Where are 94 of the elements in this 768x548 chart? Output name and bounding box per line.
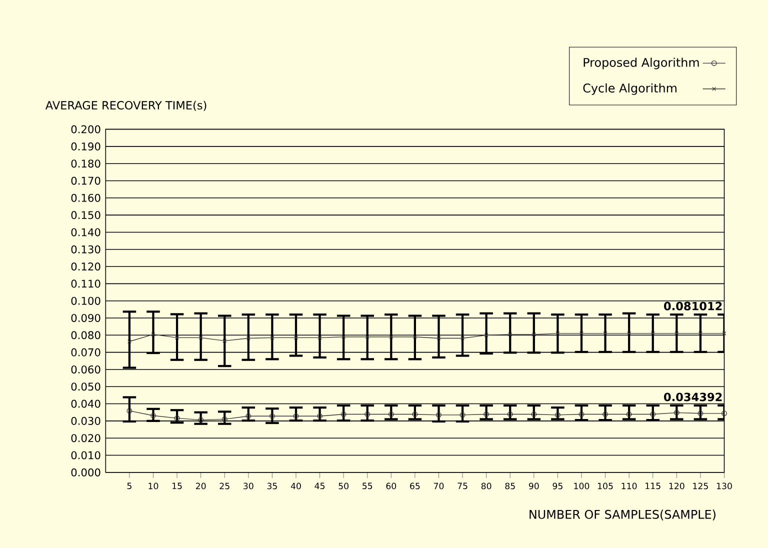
y-axis-title: AVERAGE RECOVERY TIME(s) bbox=[45, 100, 206, 111]
x-tick-label: 95 bbox=[552, 482, 562, 490]
point bbox=[578, 412, 584, 417]
y-tick-label: 0.120 bbox=[71, 262, 100, 271]
legend-label: Proposed Algorithm bbox=[584, 58, 699, 70]
point bbox=[436, 336, 441, 340]
x-tick-label: 115 bbox=[646, 482, 660, 490]
point bbox=[602, 412, 608, 417]
point bbox=[579, 331, 584, 336]
x-tick-label: 20 bbox=[196, 482, 206, 490]
x-tick-label: 25 bbox=[220, 482, 230, 490]
x-tick-label: 10 bbox=[148, 482, 158, 490]
y-tick-label: 0.180 bbox=[71, 160, 100, 168]
point bbox=[365, 334, 370, 339]
y-tick-label: 0.200 bbox=[71, 125, 100, 134]
y-tick-label: 0.150 bbox=[71, 211, 100, 220]
x-tick-label: 90 bbox=[528, 482, 539, 490]
y-tick-label: 0.080 bbox=[71, 331, 100, 340]
y-tick-label: 0.160 bbox=[71, 194, 100, 202]
y-tick-label: 0.000 bbox=[71, 468, 100, 476]
x-tick-label: 75 bbox=[458, 482, 468, 490]
point bbox=[650, 412, 656, 417]
point bbox=[150, 412, 156, 418]
point bbox=[269, 413, 275, 419]
point bbox=[508, 332, 512, 336]
point bbox=[294, 336, 298, 340]
y-tick-label: 0.040 bbox=[71, 400, 100, 408]
point bbox=[460, 336, 465, 340]
x-tick-label: 100 bbox=[574, 482, 590, 490]
point bbox=[532, 332, 536, 336]
x-tick-label: 35 bbox=[267, 482, 277, 490]
data-label: 0.034392 bbox=[664, 392, 722, 402]
legend-label: Cycle Algorithm bbox=[583, 83, 676, 95]
point bbox=[198, 336, 203, 340]
y-tick-label: 0.110 bbox=[71, 280, 100, 288]
x-tick-label: 65 bbox=[410, 482, 420, 490]
point bbox=[674, 410, 680, 416]
x-tick-label: 45 bbox=[314, 482, 325, 490]
point bbox=[627, 331, 632, 336]
x-tick-label: 125 bbox=[693, 482, 708, 490]
y-tick-label: 0.050 bbox=[71, 382, 100, 391]
y-tick-label: 0.010 bbox=[71, 451, 100, 460]
point bbox=[364, 412, 370, 417]
point bbox=[484, 333, 488, 338]
point bbox=[412, 334, 417, 339]
point bbox=[674, 331, 679, 336]
point bbox=[318, 336, 322, 340]
point bbox=[650, 331, 655, 336]
point bbox=[531, 412, 537, 417]
x-tick-label: 55 bbox=[362, 482, 372, 490]
point bbox=[626, 412, 632, 417]
y-tick-label: 0.070 bbox=[71, 348, 100, 356]
y-tick-label: 0.060 bbox=[71, 365, 100, 374]
point bbox=[556, 331, 560, 336]
y-tick-label: 0.100 bbox=[71, 296, 100, 305]
y-tick-label: 0.020 bbox=[71, 434, 100, 442]
x-tick-label: 30 bbox=[244, 482, 254, 490]
point bbox=[507, 412, 513, 417]
x-tick-label: 15 bbox=[172, 482, 182, 490]
point bbox=[603, 331, 608, 336]
point bbox=[484, 412, 490, 417]
x-tick-label: 5 bbox=[127, 482, 132, 490]
point bbox=[698, 410, 704, 416]
point bbox=[222, 338, 227, 343]
point bbox=[151, 332, 156, 336]
point bbox=[342, 334, 346, 339]
x-tick-label: 60 bbox=[386, 482, 396, 490]
x-tick-label: 40 bbox=[290, 482, 301, 490]
point bbox=[389, 334, 394, 339]
data-label: 0.081012 bbox=[664, 302, 722, 310]
x-tick-label: 110 bbox=[622, 482, 637, 490]
point bbox=[436, 412, 442, 418]
point bbox=[246, 336, 250, 340]
y-tick-label: 0.140 bbox=[71, 228, 100, 236]
y-tick-label: 0.190 bbox=[71, 142, 100, 150]
point bbox=[460, 412, 466, 418]
point bbox=[175, 336, 180, 340]
point bbox=[340, 412, 346, 417]
y-tick-label: 0.170 bbox=[71, 176, 100, 185]
x-tick-label: 70 bbox=[434, 482, 444, 490]
y-tick-label: 0.090 bbox=[71, 314, 100, 322]
point bbox=[388, 412, 394, 417]
x-tick-label: 105 bbox=[598, 482, 613, 490]
point bbox=[270, 336, 274, 340]
x-tick-label: 85 bbox=[505, 482, 515, 490]
x-tick-label: 80 bbox=[481, 482, 492, 490]
x-tick-label: 120 bbox=[669, 482, 684, 490]
y-tick-label: 0.030 bbox=[71, 416, 100, 425]
y-tick-label: 0.130 bbox=[71, 245, 100, 254]
x-tick-label: 130 bbox=[716, 482, 732, 490]
x-axis-title: NUMBER OF SAMPLES(SAMPLE) bbox=[530, 510, 716, 520]
x-tick-label: 50 bbox=[338, 482, 348, 490]
point bbox=[698, 331, 702, 336]
point bbox=[412, 412, 418, 417]
